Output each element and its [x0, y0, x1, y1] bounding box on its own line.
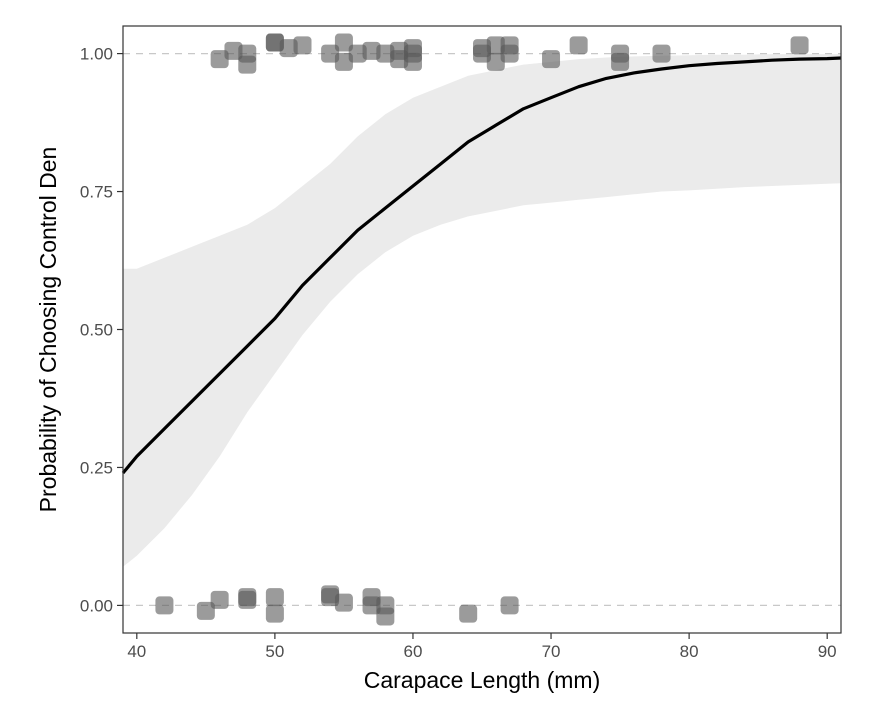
data-point	[500, 596, 519, 615]
data-point	[362, 596, 381, 615]
fit-curve	[121, 56, 842, 475]
x-tick-label: 70	[542, 642, 561, 661]
data-point	[500, 44, 519, 63]
x-tick-label: 80	[680, 642, 699, 661]
data-point	[348, 44, 367, 63]
x-tick-label: 40	[127, 642, 146, 661]
data-point	[569, 36, 588, 55]
data-point	[265, 588, 284, 607]
data-point	[224, 41, 243, 60]
data-point	[196, 601, 215, 620]
data-point	[376, 607, 395, 626]
y-tick-label: 0.75	[80, 183, 113, 202]
data-point	[265, 33, 284, 52]
x-axis: 40 50 60 70 80 90	[127, 633, 837, 661]
x-tick-label: 60	[404, 642, 423, 661]
data-point	[473, 44, 491, 63]
x-tick-label: 90	[818, 642, 837, 661]
y-axis-title: Probability of Choosing Control Den	[35, 147, 61, 513]
data-point	[376, 44, 395, 63]
data-point	[459, 604, 478, 623]
data-point	[321, 44, 340, 63]
data-point	[238, 55, 257, 74]
y-tick-label: 0.50	[80, 321, 113, 340]
y-tick-label: 0.25	[80, 458, 113, 477]
data-point	[611, 52, 630, 71]
data-point	[321, 588, 340, 607]
data-point	[790, 36, 809, 55]
data-point	[486, 52, 505, 71]
y-axis: 0.00 0.25 0.50 0.75 1.00	[80, 45, 123, 615]
data-point	[279, 39, 298, 58]
data-point	[403, 52, 422, 71]
data-point	[486, 36, 505, 55]
data-point	[334, 33, 353, 52]
data-point	[238, 590, 257, 609]
data-point	[334, 593, 353, 612]
x-axis-title: Carapace Length (mm)	[364, 667, 601, 693]
data-point	[362, 41, 381, 60]
data-point	[390, 50, 409, 69]
data-point	[210, 590, 229, 609]
y-tick-label: 1.00	[80, 45, 113, 64]
data-points	[155, 33, 809, 626]
data-point	[265, 604, 284, 623]
data-point	[542, 50, 561, 69]
data-point	[652, 44, 671, 63]
data-point	[293, 36, 312, 55]
confidence-band	[123, 54, 841, 567]
data-point	[210, 50, 229, 69]
data-point	[334, 52, 353, 71]
data-point	[155, 596, 174, 615]
x-tick-label: 50	[265, 642, 284, 661]
fit-curve-line	[121, 56, 842, 475]
y-tick-label: 0.00	[80, 596, 113, 615]
confidence-band-area	[123, 54, 841, 567]
